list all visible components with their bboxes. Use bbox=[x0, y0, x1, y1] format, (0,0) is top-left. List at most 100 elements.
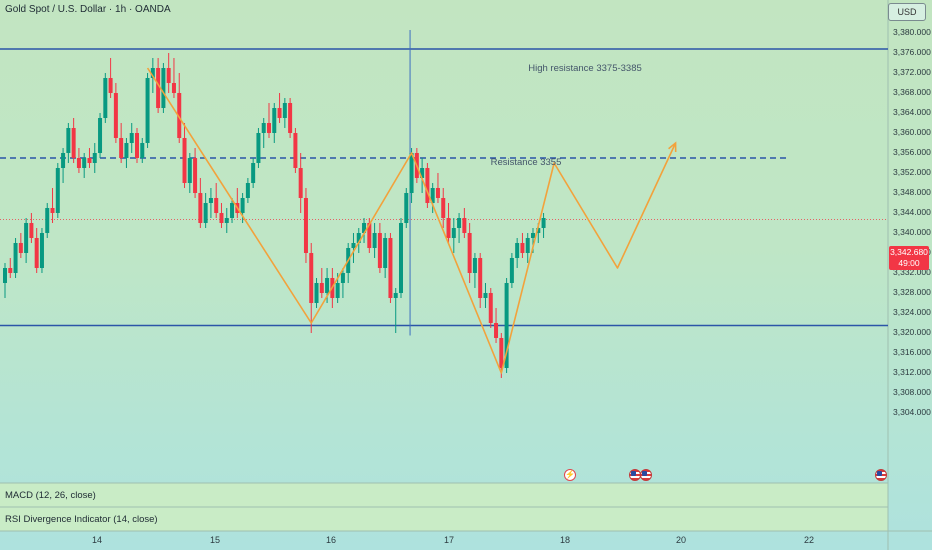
candle[interactable] bbox=[39, 228, 44, 273]
candle[interactable] bbox=[393, 288, 398, 333]
candle[interactable] bbox=[256, 128, 261, 168]
candle[interactable] bbox=[145, 73, 150, 148]
symbol-title[interactable]: Gold Spot / U.S. Dollar · 1h · OANDA bbox=[5, 4, 171, 15]
candle[interactable] bbox=[3, 263, 7, 298]
candle[interactable] bbox=[8, 258, 13, 278]
candle[interactable] bbox=[219, 203, 224, 228]
candle[interactable] bbox=[488, 288, 493, 328]
candle[interactable] bbox=[92, 143, 97, 173]
candle[interactable] bbox=[425, 163, 430, 208]
candle[interactable] bbox=[494, 308, 499, 343]
candle[interactable] bbox=[124, 138, 129, 168]
candle[interactable] bbox=[119, 123, 124, 163]
candle[interactable] bbox=[193, 148, 198, 198]
candle[interactable] bbox=[388, 233, 393, 303]
candle[interactable] bbox=[319, 268, 324, 298]
candle[interactable] bbox=[272, 103, 277, 143]
macd-label[interactable]: MACD (12, 26, close) bbox=[5, 490, 96, 501]
candle[interactable] bbox=[208, 188, 213, 218]
candle[interactable] bbox=[340, 268, 345, 298]
candle[interactable] bbox=[135, 128, 139, 163]
us-flag-icon[interactable] bbox=[875, 469, 887, 481]
high-resistance-label[interactable]: High resistance 3375-3385 bbox=[528, 63, 642, 74]
candle[interactable] bbox=[372, 223, 377, 258]
candle[interactable] bbox=[457, 213, 462, 243]
candle[interactable] bbox=[267, 103, 271, 138]
candle[interactable] bbox=[182, 123, 187, 188]
candle[interactable] bbox=[520, 233, 525, 258]
candle[interactable] bbox=[377, 223, 382, 273]
candle[interactable] bbox=[525, 233, 530, 263]
candle[interactable] bbox=[472, 253, 477, 288]
candle[interactable] bbox=[55, 163, 60, 218]
candle[interactable] bbox=[288, 98, 293, 138]
candle[interactable] bbox=[98, 113, 103, 158]
candle[interactable] bbox=[171, 58, 176, 98]
candle[interactable] bbox=[515, 238, 520, 268]
candle[interactable] bbox=[87, 148, 92, 168]
candle[interactable] bbox=[504, 278, 509, 373]
candle[interactable] bbox=[224, 208, 229, 233]
candle[interactable] bbox=[451, 218, 456, 253]
candle[interactable] bbox=[103, 73, 108, 123]
candle[interactable] bbox=[177, 73, 182, 143]
candle[interactable] bbox=[483, 283, 488, 308]
candle[interactable] bbox=[478, 253, 483, 308]
candle[interactable] bbox=[430, 183, 435, 213]
candle[interactable] bbox=[446, 203, 451, 243]
candle[interactable] bbox=[13, 238, 18, 278]
candle[interactable] bbox=[293, 128, 298, 173]
candle[interactable] bbox=[409, 148, 414, 203]
candle[interactable] bbox=[34, 228, 39, 273]
candle[interactable] bbox=[113, 83, 118, 143]
us-flag-icon[interactable] bbox=[640, 469, 652, 481]
candle[interactable] bbox=[203, 193, 208, 228]
candle[interactable] bbox=[18, 233, 23, 258]
candle[interactable] bbox=[383, 233, 388, 278]
resistance-label[interactable]: Resistance 3355 bbox=[490, 157, 562, 168]
candle[interactable] bbox=[303, 188, 308, 263]
candle[interactable] bbox=[230, 198, 235, 223]
candle[interactable] bbox=[45, 203, 50, 238]
candle[interactable] bbox=[29, 213, 34, 243]
candle[interactable] bbox=[245, 178, 250, 203]
candle[interactable] bbox=[282, 98, 287, 128]
candle[interactable] bbox=[251, 158, 256, 188]
candle[interactable] bbox=[404, 188, 409, 228]
us-flag-icon[interactable] bbox=[629, 469, 641, 481]
candle[interactable] bbox=[467, 223, 472, 283]
candle[interactable] bbox=[76, 148, 81, 173]
candle[interactable] bbox=[420, 158, 425, 193]
candle[interactable] bbox=[462, 208, 467, 238]
candle[interactable] bbox=[277, 93, 282, 123]
candle[interactable] bbox=[198, 178, 203, 228]
candle[interactable] bbox=[214, 183, 219, 218]
candle[interactable] bbox=[298, 153, 303, 213]
candle[interactable] bbox=[24, 218, 29, 263]
candle[interactable] bbox=[261, 118, 266, 148]
candle[interactable] bbox=[441, 188, 446, 228]
candle[interactable] bbox=[187, 153, 192, 193]
candle[interactable] bbox=[129, 123, 134, 153]
candle[interactable] bbox=[61, 148, 66, 183]
candle[interactable] bbox=[435, 173, 440, 203]
candle[interactable] bbox=[71, 118, 76, 163]
candle[interactable] bbox=[82, 153, 87, 178]
projection-path[interactable] bbox=[146, 67, 677, 374]
candle[interactable] bbox=[140, 138, 145, 163]
candle[interactable] bbox=[50, 188, 55, 223]
candle[interactable] bbox=[399, 218, 403, 298]
candle[interactable] bbox=[66, 123, 71, 163]
candle[interactable] bbox=[108, 58, 113, 98]
candle[interactable] bbox=[509, 253, 514, 288]
candle[interactable] bbox=[362, 218, 367, 243]
candle[interactable] bbox=[166, 53, 171, 93]
candle[interactable] bbox=[309, 243, 314, 333]
flash-icon[interactable]: ⚡ bbox=[564, 469, 576, 481]
candle[interactable] bbox=[314, 278, 319, 308]
candle[interactable] bbox=[235, 188, 240, 218]
candle[interactable] bbox=[351, 233, 356, 263]
candle[interactable] bbox=[356, 228, 361, 253]
candle[interactable] bbox=[541, 213, 546, 238]
candle[interactable] bbox=[161, 63, 166, 113]
